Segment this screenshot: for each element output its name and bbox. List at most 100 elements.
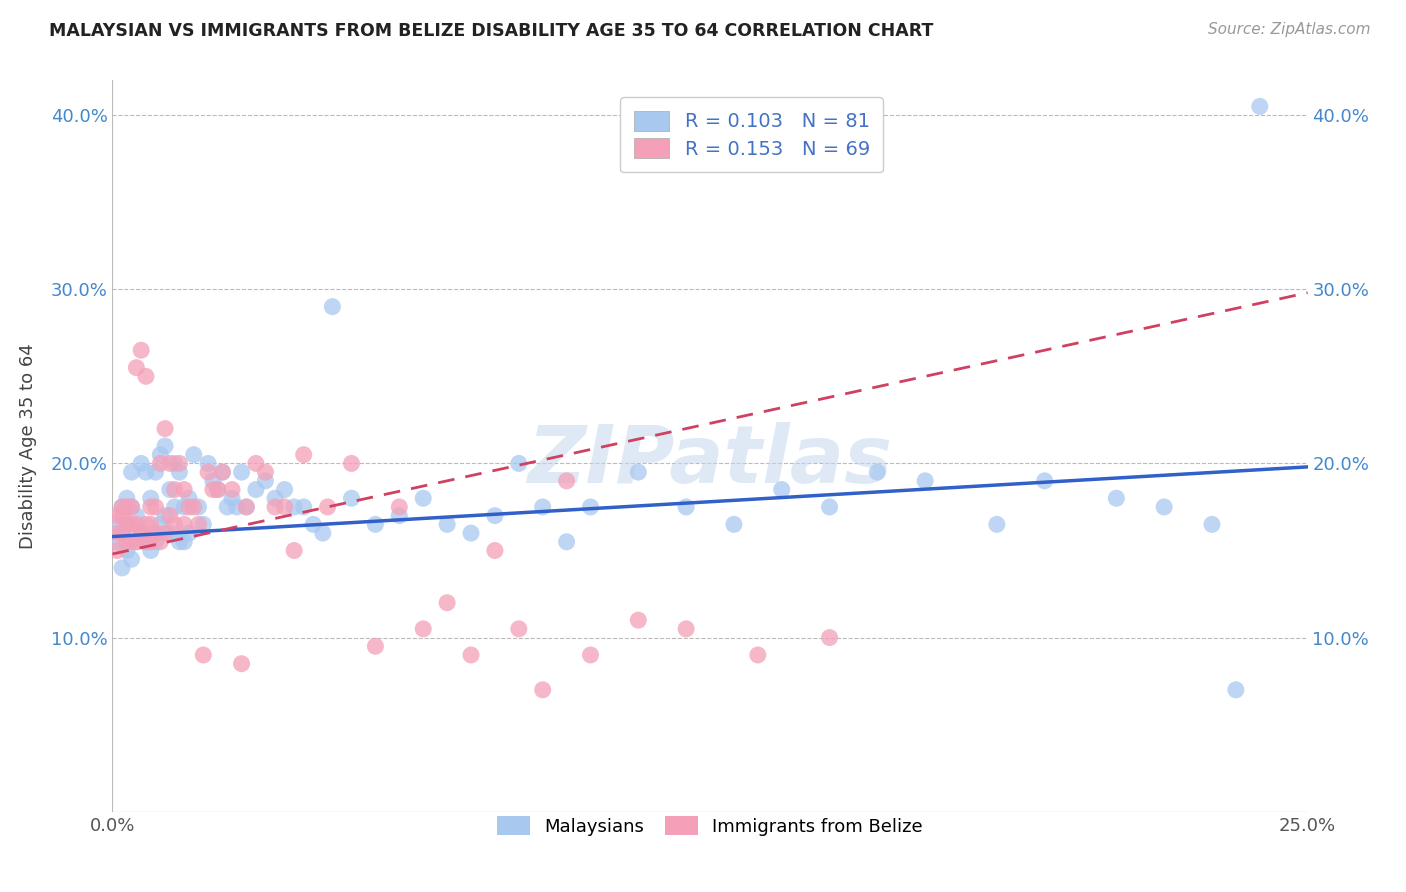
Point	[153, 508, 176, 523]
Point	[169, 534, 191, 549]
Point	[292, 448, 315, 462]
Point	[115, 500, 138, 514]
Point	[163, 457, 186, 471]
Point	[264, 500, 287, 514]
Point	[283, 543, 305, 558]
Point	[139, 543, 162, 558]
Point	[159, 508, 181, 523]
Point	[121, 517, 143, 532]
Point	[231, 657, 253, 671]
Text: Source: ZipAtlas.com: Source: ZipAtlas.com	[1208, 22, 1371, 37]
Point	[1105, 491, 1128, 506]
Point	[111, 508, 134, 523]
Point	[139, 500, 162, 514]
Point	[111, 500, 134, 514]
Point	[111, 526, 134, 541]
Point	[460, 648, 482, 662]
Point	[125, 508, 148, 523]
Point	[159, 457, 181, 471]
Point	[149, 448, 172, 462]
Point	[579, 500, 602, 514]
Point	[818, 500, 841, 514]
Point	[460, 526, 482, 541]
Point	[321, 300, 343, 314]
Point	[211, 465, 233, 479]
Point	[217, 500, 239, 514]
Point	[111, 561, 134, 575]
Point	[129, 343, 152, 358]
Point	[627, 465, 650, 479]
Point	[436, 517, 458, 532]
Point	[1201, 517, 1223, 532]
Point	[312, 526, 335, 541]
Point	[201, 483, 224, 497]
Point	[207, 483, 229, 497]
Point	[177, 500, 200, 514]
Point	[364, 640, 387, 654]
Point	[201, 474, 224, 488]
Point	[264, 491, 287, 506]
Point	[1225, 682, 1247, 697]
Point	[121, 534, 143, 549]
Point	[555, 534, 578, 549]
Point	[125, 517, 148, 532]
Point	[1249, 99, 1271, 113]
Point	[555, 474, 578, 488]
Point	[163, 500, 186, 514]
Point	[173, 483, 195, 497]
Point	[115, 543, 138, 558]
Point	[412, 622, 434, 636]
Point	[1033, 474, 1056, 488]
Point	[135, 517, 157, 532]
Point	[197, 465, 219, 479]
Point	[153, 439, 176, 453]
Point	[221, 483, 243, 497]
Point	[254, 474, 277, 488]
Point	[508, 622, 530, 636]
Point	[139, 517, 162, 532]
Point	[177, 491, 200, 506]
Point	[508, 457, 530, 471]
Point	[121, 465, 143, 479]
Point	[1153, 500, 1175, 514]
Point	[173, 534, 195, 549]
Point	[135, 465, 157, 479]
Point	[105, 543, 128, 558]
Point	[105, 517, 128, 532]
Point	[139, 491, 162, 506]
Point	[193, 648, 215, 662]
Point	[173, 517, 195, 532]
Legend: Malaysians, Immigrants from Belize: Malaysians, Immigrants from Belize	[486, 805, 934, 847]
Point	[129, 526, 152, 541]
Point	[388, 508, 411, 523]
Point	[225, 500, 247, 514]
Point	[115, 534, 138, 549]
Point	[747, 648, 769, 662]
Point	[135, 369, 157, 384]
Point	[675, 500, 697, 514]
Point	[627, 613, 650, 627]
Point	[129, 457, 152, 471]
Point	[183, 500, 205, 514]
Point	[254, 465, 277, 479]
Point	[723, 517, 745, 532]
Point	[484, 508, 506, 523]
Point	[139, 534, 162, 549]
Point	[231, 465, 253, 479]
Point	[177, 526, 200, 541]
Point	[436, 596, 458, 610]
Point	[153, 421, 176, 435]
Point	[105, 526, 128, 541]
Point	[412, 491, 434, 506]
Point	[187, 500, 209, 514]
Point	[364, 517, 387, 532]
Point	[159, 526, 181, 541]
Point	[211, 465, 233, 479]
Point	[125, 534, 148, 549]
Point	[149, 534, 172, 549]
Point	[302, 517, 325, 532]
Point	[115, 517, 138, 532]
Point	[675, 622, 697, 636]
Point	[388, 500, 411, 514]
Point	[135, 534, 157, 549]
